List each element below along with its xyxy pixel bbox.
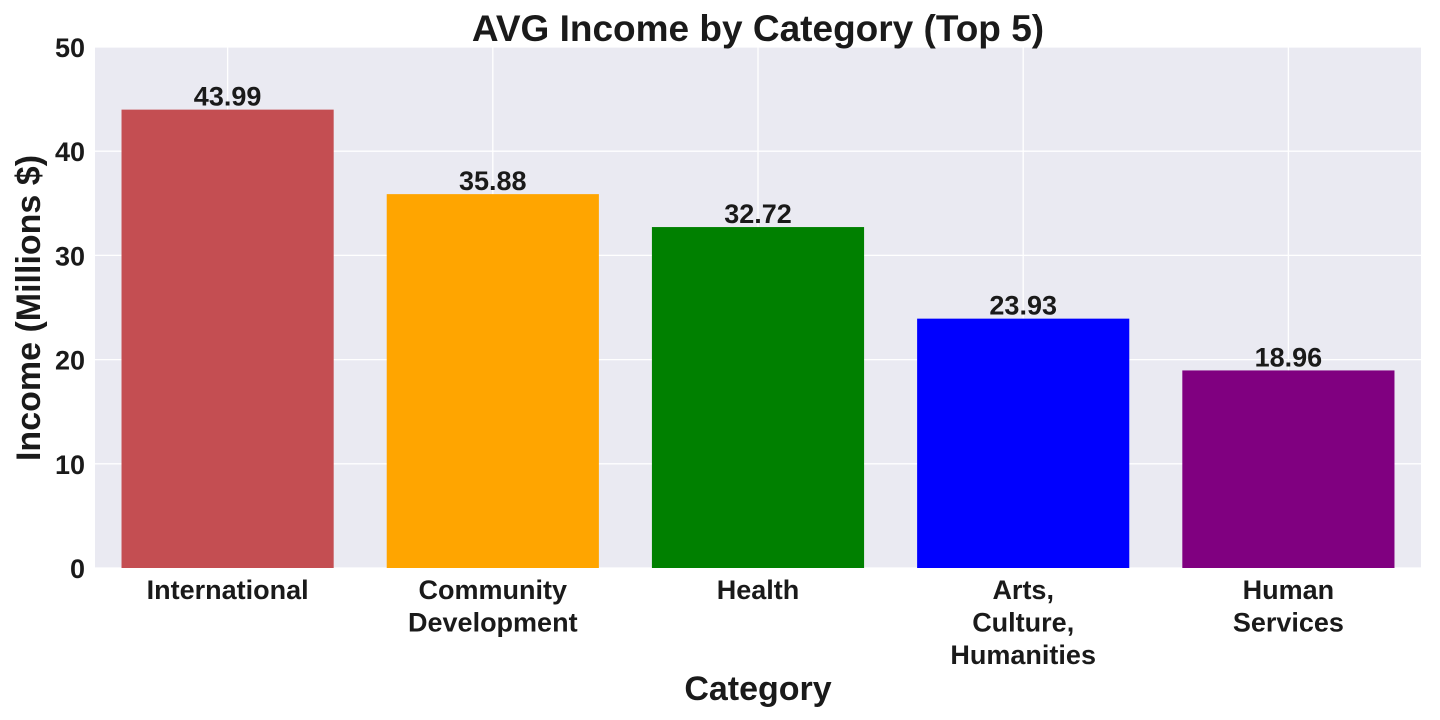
value-labels: 43.99 35.88 32.72 23.93 18.96: [194, 82, 1322, 373]
y-tick-label: 50: [55, 33, 85, 63]
bar: [1182, 370, 1395, 568]
bar: [386, 194, 599, 568]
x-tick-label-line: Services: [1233, 608, 1344, 638]
x-tick-label-line: Humanities: [950, 640, 1096, 670]
x-axis-ticks: International Community Development Health A…: [147, 575, 1344, 670]
x-axis-label: Category: [684, 670, 831, 708]
bar-value-label: 18.96: [1255, 342, 1323, 372]
x-tick-label-line: Development: [408, 608, 578, 638]
x-tick-label-line: Culture,: [972, 608, 1074, 638]
x-tick-label-line: Arts,: [992, 575, 1054, 605]
bar-value-label: 32.72: [724, 199, 792, 229]
chart-title: AVG Income by Category (Top 5): [472, 8, 1044, 49]
bar-value-label: 43.99: [194, 82, 262, 112]
x-tick-label: Arts, Culture, Humanities: [950, 575, 1096, 670]
x-tick-label: Human Services: [1233, 575, 1344, 638]
bar: [917, 318, 1130, 568]
bar-value-label: 35.88: [459, 166, 527, 196]
y-tick-label: 20: [55, 346, 85, 376]
bars: [121, 109, 1395, 568]
x-tick-label: Health: [717, 575, 800, 605]
y-tick-label: 10: [55, 450, 85, 480]
bar: [121, 109, 334, 568]
y-axis-label: Income (Millions $): [10, 155, 48, 461]
y-tick-label: 30: [55, 241, 85, 271]
y-tick-label: 40: [55, 137, 85, 167]
x-tick-label-line: Health: [717, 575, 800, 605]
x-tick-label: Community Development: [408, 575, 578, 638]
y-axis-ticks: 0 10 20 30 40 50: [55, 33, 85, 584]
x-tick-label: International: [147, 575, 309, 605]
x-tick-label-line: International: [147, 575, 309, 605]
bar: [651, 227, 865, 568]
x-tick-label-line: Human: [1243, 575, 1335, 605]
y-tick-label: 0: [70, 554, 85, 584]
x-tick-label-line: Community: [419, 575, 568, 605]
bar-value-label: 23.93: [989, 291, 1057, 321]
